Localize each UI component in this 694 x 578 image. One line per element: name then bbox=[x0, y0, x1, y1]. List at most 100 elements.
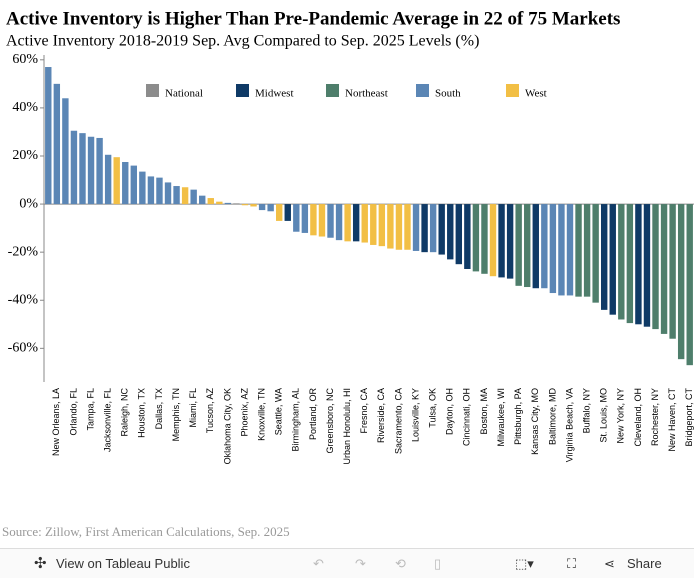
y-tick-label: -60% bbox=[8, 341, 39, 356]
x-tick-label: Portland, OR bbox=[308, 388, 318, 441]
revert[interactable]: ⟲ bbox=[395, 556, 406, 571]
share[interactable]: Share bbox=[627, 556, 662, 571]
share-icon[interactable]: ⋖ bbox=[604, 556, 615, 571]
bar bbox=[275, 204, 283, 221]
legend-label: National bbox=[165, 88, 203, 100]
x-tick-label: Sacramento, CA bbox=[393, 388, 403, 454]
bar bbox=[506, 204, 514, 279]
bar bbox=[233, 203, 240, 205]
bar bbox=[395, 204, 403, 250]
undo[interactable]: ↶ bbox=[313, 556, 324, 571]
bar bbox=[190, 189, 197, 205]
bar bbox=[79, 133, 86, 205]
bar bbox=[301, 204, 309, 233]
x-tick-label: Riverside, CA bbox=[376, 388, 386, 443]
bar bbox=[45, 67, 52, 205]
x-tick-label: Rochester, NY bbox=[650, 388, 660, 446]
bar bbox=[53, 83, 61, 205]
x-tick-label: Seattle, WA bbox=[274, 388, 284, 435]
x-tick-label: Memphis, TN bbox=[171, 388, 181, 441]
bar bbox=[677, 204, 685, 360]
y-tick-label: 20% bbox=[12, 148, 38, 163]
y-tick-label: 60% bbox=[12, 52, 38, 67]
bar bbox=[532, 204, 539, 289]
x-tick-label: Boston, MA bbox=[479, 388, 489, 435]
x-tick-label: Raleigh, NC bbox=[120, 388, 130, 437]
bar bbox=[327, 204, 334, 238]
x-tick-label: Orlando, FL bbox=[68, 388, 78, 436]
fullscreen[interactable]: ⛶ bbox=[567, 556, 577, 571]
pause[interactable]: ▯ bbox=[434, 556, 442, 571]
bar bbox=[438, 204, 445, 255]
tableau-icon: ✣ bbox=[34, 555, 47, 572]
x-tick-label: Urban Honolulu, HI bbox=[342, 388, 352, 465]
bar bbox=[652, 204, 659, 330]
bar bbox=[284, 204, 291, 221]
bar bbox=[87, 136, 95, 205]
bar bbox=[224, 202, 232, 205]
bar bbox=[258, 204, 266, 211]
legend-label: Northeast bbox=[345, 88, 388, 100]
bar bbox=[575, 204, 582, 297]
legend-label: Midwest bbox=[255, 88, 294, 100]
legend-swatch bbox=[326, 84, 339, 97]
bar bbox=[139, 171, 146, 205]
bar bbox=[156, 177, 163, 205]
bar bbox=[464, 204, 471, 269]
bar bbox=[549, 204, 557, 294]
view-link[interactable]: View on Tableau Public bbox=[56, 556, 190, 571]
x-tick-label: Dallas, TX bbox=[154, 388, 164, 429]
x-tick-label: Knoxville, TN bbox=[256, 388, 266, 441]
bar bbox=[583, 204, 591, 297]
bar bbox=[130, 165, 138, 205]
x-tick-label: Kansas City, MO bbox=[530, 388, 540, 455]
bar bbox=[216, 201, 223, 205]
bar bbox=[181, 187, 189, 205]
x-tick-label: New Orleans, LA bbox=[51, 388, 61, 456]
x-tick-label: Jacksonville, FL bbox=[103, 388, 113, 452]
bar bbox=[96, 137, 103, 205]
bar bbox=[199, 195, 206, 205]
bar bbox=[387, 204, 394, 249]
x-tick-label: Dayton, OH bbox=[445, 388, 455, 435]
legend-swatch bbox=[416, 84, 429, 97]
bar bbox=[378, 204, 386, 247]
bar bbox=[515, 204, 522, 286]
bar bbox=[524, 204, 531, 288]
bar bbox=[643, 204, 651, 327]
x-tick-label: Houston, TX bbox=[137, 388, 147, 438]
bar bbox=[600, 204, 608, 310]
bar bbox=[635, 204, 642, 325]
x-tick-label: Greensboro, NC bbox=[325, 388, 335, 454]
bar bbox=[352, 204, 360, 242]
bar bbox=[318, 204, 326, 237]
bar bbox=[498, 204, 505, 278]
bar bbox=[686, 204, 693, 366]
bar bbox=[660, 204, 668, 334]
redo[interactable]: ↷ bbox=[355, 556, 366, 571]
x-tick-label: Milwaukee, WI bbox=[496, 388, 506, 447]
bar bbox=[481, 204, 488, 274]
bar bbox=[293, 204, 300, 232]
legend-swatch bbox=[506, 84, 519, 97]
download[interactable]: ⬚▾ bbox=[515, 556, 534, 571]
source: Source: Zillow, First American Calculati… bbox=[2, 524, 290, 539]
y-tick-label: 0% bbox=[19, 196, 38, 211]
chart: Active Inventory is Higher Than Pre-Pand… bbox=[2, 8, 694, 539]
bar bbox=[618, 204, 625, 320]
chart-subtitle: Active Inventory 2018-2019 Sep. Avg Comp… bbox=[6, 33, 479, 50]
x-tick-label: New York, NY bbox=[616, 388, 626, 444]
x-tick-label: New Haven, CT bbox=[667, 388, 677, 452]
bar bbox=[104, 154, 112, 205]
bar bbox=[472, 204, 480, 272]
bar bbox=[429, 204, 437, 253]
bar bbox=[113, 157, 120, 205]
x-tick-label: Tucson, AZ bbox=[205, 388, 215, 434]
legend-swatch bbox=[146, 84, 159, 97]
bar bbox=[164, 182, 172, 205]
x-tick-label: Cleveland, OH bbox=[633, 388, 643, 447]
bar bbox=[122, 161, 129, 205]
legend-label: West bbox=[525, 88, 547, 100]
bar bbox=[541, 204, 548, 289]
